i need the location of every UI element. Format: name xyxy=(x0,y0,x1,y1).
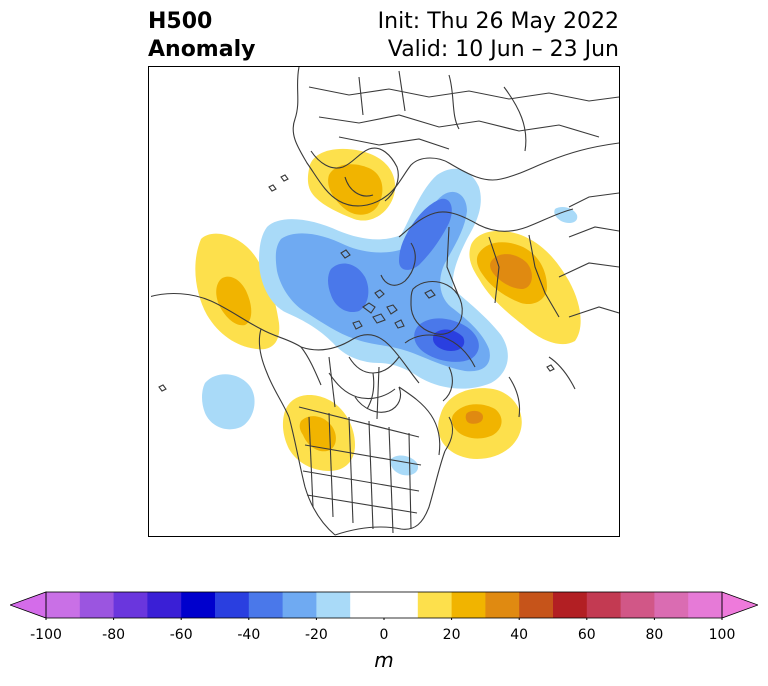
colorbar-bins xyxy=(46,592,723,618)
colorbar-bin-11 xyxy=(451,592,486,618)
colorbar-unit: m xyxy=(374,648,394,672)
anomaly-us-northeast xyxy=(390,455,419,476)
anomaly-siberia-small xyxy=(554,207,578,223)
colorbar-ticks xyxy=(45,618,723,620)
anomaly-alaska-offshore xyxy=(202,374,255,430)
colorbar-bin-4 xyxy=(181,592,216,618)
anomaly-north-pacific xyxy=(195,233,280,350)
colorbar-bin-6 xyxy=(248,592,284,618)
title-variable: H500 xyxy=(148,9,213,34)
colorbar-bin-18 xyxy=(688,592,723,618)
title-field: Anomaly xyxy=(148,37,256,62)
colorbar-bin-0 xyxy=(46,592,81,618)
colorbar-bin-16 xyxy=(620,592,655,618)
colorbar-tick-label: -100 xyxy=(30,627,62,643)
colorbar-tick-label: -60 xyxy=(169,627,193,643)
colorbar-tick-label: 20 xyxy=(442,627,461,643)
title-left: H500 Anomaly xyxy=(148,8,255,64)
anomaly-north-atlantic xyxy=(438,388,522,459)
init-date: Init: Thu 26 May 2022 xyxy=(377,9,619,34)
anomaly-russia xyxy=(469,230,581,345)
colorbar-bin-2 xyxy=(113,592,148,618)
colorbar-bin-10 xyxy=(417,592,453,618)
colorbar-bin-13 xyxy=(519,592,554,618)
colorbar-tick-label: 80 xyxy=(645,627,664,643)
colorbar-extend-low xyxy=(10,591,47,619)
colorbar-bin-3 xyxy=(147,592,182,618)
colorbar-bin-7 xyxy=(282,592,317,618)
map-edge-gap xyxy=(149,281,151,321)
colorbar-bin-9 xyxy=(350,592,419,618)
colorbar-bin-14 xyxy=(553,592,588,618)
colorbar xyxy=(10,591,758,620)
anomaly-map xyxy=(148,66,620,537)
anomaly-scandinavia xyxy=(307,148,396,221)
title-right: Init: Thu 26 May 2022 Valid: 10 Jun – 23… xyxy=(378,8,619,64)
colorbar-tick-label: -20 xyxy=(304,627,328,643)
colorbar-bin-8 xyxy=(316,592,351,618)
colorbar-bin-1 xyxy=(79,592,115,618)
colorbar-tick-label: -40 xyxy=(237,627,261,643)
coastlines-and-borders xyxy=(149,67,619,536)
colorbar-bin-5 xyxy=(215,592,250,618)
colorbar-tick-label: 40 xyxy=(510,627,529,643)
colorbar-tick-label: -80 xyxy=(102,627,126,643)
colorbar-tick-label: 100 xyxy=(708,627,736,643)
anomaly-western-us xyxy=(282,395,355,471)
colorbar-tick-label: 60 xyxy=(577,627,596,643)
map-svg xyxy=(149,67,619,536)
valid-range: Valid: 10 Jun – 23 Jun xyxy=(387,37,619,62)
colorbar-tick-label: 0 xyxy=(379,627,389,643)
colorbar-bin-17 xyxy=(654,592,689,618)
colorbar-bin-15 xyxy=(586,592,622,618)
colorbar-extend-high xyxy=(721,591,758,619)
colorbar-bin-12 xyxy=(485,592,520,618)
